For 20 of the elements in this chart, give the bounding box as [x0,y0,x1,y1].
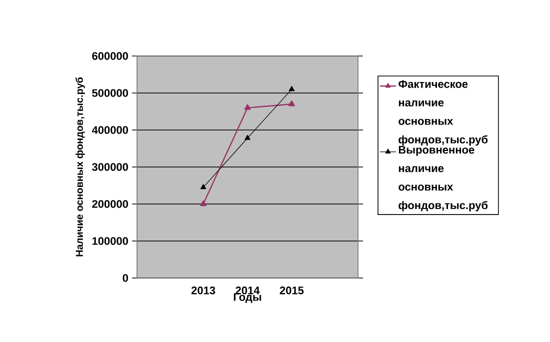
point [200,200,206,206]
y-tick-label: 600000 [92,52,128,60]
point [200,184,206,190]
y-tick-label: 200000 [92,200,128,208]
y-tick-label: 300000 [92,163,128,171]
point [288,100,295,106]
point [288,86,295,92]
x-axis-title: Годы [234,293,262,303]
x-tick-label: 2014 [236,286,260,294]
legend-label: Фактическое наличие основных фондов,тыс.руб [398,80,488,146]
y-axis-title: Наличие основных фондов,тыс.руб [75,77,85,256]
y-tick-label: 400000 [92,126,128,134]
y-tick-label: 500000 [92,89,128,97]
point [244,134,250,140]
legend-label: Выровненное наличие основных фондов,тыс.руб [398,146,488,212]
x-tick-label: 2013 [191,286,216,294]
y-tick-label: 0 [122,274,128,282]
point [244,104,251,110]
y-tick-label: 100000 [92,237,128,245]
x-tick-label: 2015 [280,286,304,294]
